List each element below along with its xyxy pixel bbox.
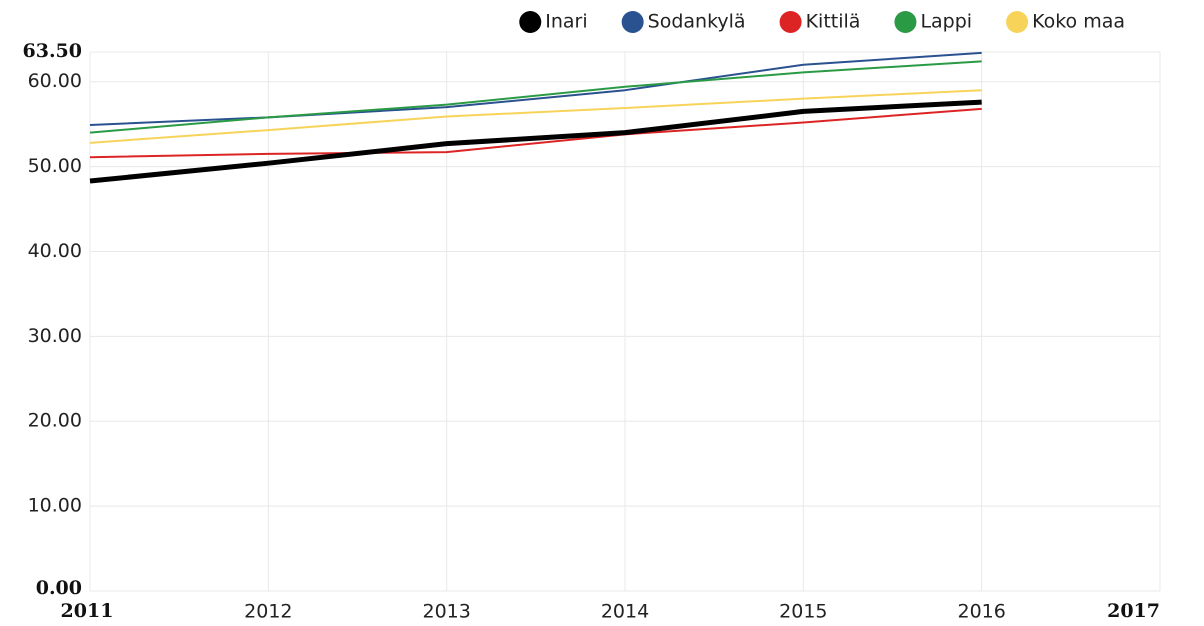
legend-marker xyxy=(894,11,917,33)
y-tick-label: 20.00 xyxy=(28,410,82,432)
legend-marker xyxy=(779,11,802,33)
x-tick-label: 2014 xyxy=(601,601,649,623)
series-line xyxy=(89,51,982,126)
x-tick-label: 2016 xyxy=(957,601,1005,623)
y-tick-label: 40.00 xyxy=(28,240,82,262)
y-tick-label: 63.50 xyxy=(23,40,83,62)
legend-label: Lappi xyxy=(920,11,972,33)
legend-marker xyxy=(1006,11,1029,33)
series-line xyxy=(89,60,982,134)
x-tick-label: 2015 xyxy=(779,601,827,623)
legend-label: Kittilä xyxy=(806,11,861,33)
x-tick-label: 2011 xyxy=(61,600,114,622)
legend-label: Koko maa xyxy=(1032,11,1125,33)
legend-label: Sodankylä xyxy=(648,11,746,33)
legend-marker xyxy=(621,11,644,33)
y-tick-label: 30.00 xyxy=(28,325,82,347)
series-line xyxy=(89,107,982,159)
series-line xyxy=(89,89,982,144)
legend-marker xyxy=(519,11,542,33)
x-tick-label: 2012 xyxy=(244,601,292,623)
series-line xyxy=(89,99,982,184)
legend-label: Inari xyxy=(545,11,587,33)
x-tick-label: 2017 xyxy=(1107,600,1160,622)
y-tick-label: 60.00 xyxy=(28,70,82,92)
y-tick-label: 10.00 xyxy=(28,495,82,517)
x-tick-label: 2013 xyxy=(422,601,470,623)
y-tick-label: 50.00 xyxy=(28,155,82,177)
y-tick-label: 0.00 xyxy=(36,577,82,599)
